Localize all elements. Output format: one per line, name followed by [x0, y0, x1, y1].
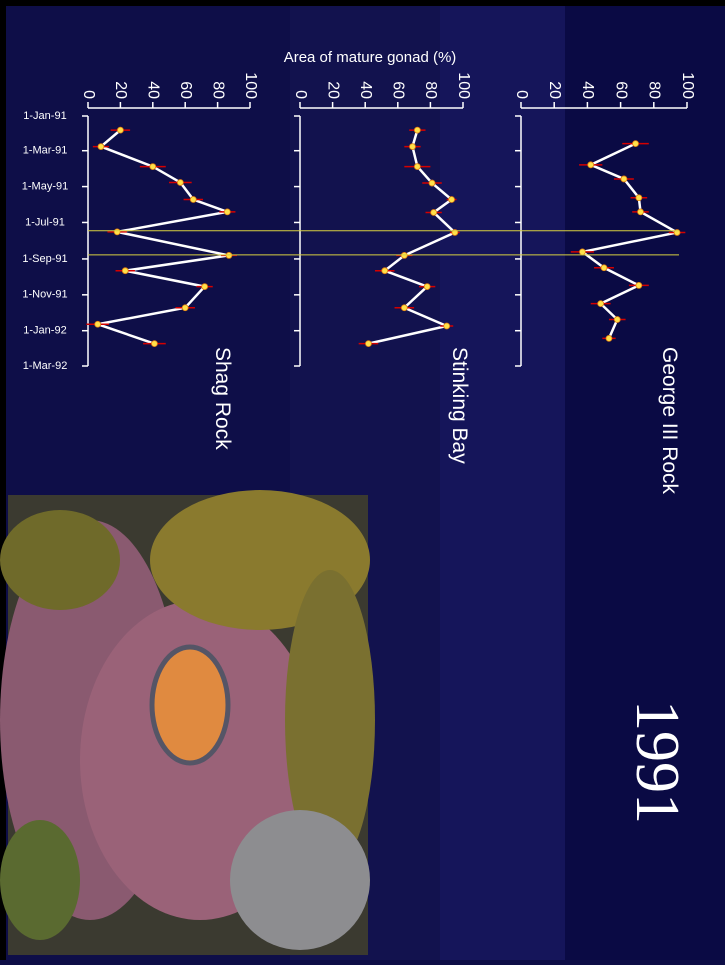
- data-point: [605, 334, 613, 342]
- data-point: [400, 252, 408, 259]
- x-tick-label: 1-Jan-91: [23, 110, 66, 122]
- y-tick-label: 20: [112, 81, 129, 99]
- data-point: [223, 208, 231, 216]
- slide-title: 1991: [623, 700, 691, 824]
- photo-shape: [0, 510, 120, 610]
- y-tick-label: 80: [646, 81, 663, 99]
- data-point: [97, 143, 105, 150]
- axis-label: Area of mature gonad (%): [284, 49, 457, 66]
- y-tick-label: 0: [292, 90, 309, 99]
- data-point: [225, 252, 233, 259]
- rotated-slide: 1991 George III Rock 0 20 40 60 80 100 Stinking…: [80, 72, 696, 824]
- y-tick-label: 100: [679, 72, 696, 99]
- data-point: [149, 163, 157, 170]
- y-tick-label: 60: [612, 81, 629, 99]
- data-point: [201, 283, 209, 290]
- x-tick-label: 1-May-91: [22, 180, 68, 192]
- data-point: [579, 248, 586, 256]
- data-point: [189, 196, 197, 203]
- y-tick-label: 40: [145, 81, 162, 99]
- data-point: [632, 140, 639, 148]
- border: [0, 0, 725, 6]
- y-tick-label: 60: [390, 81, 407, 99]
- data-point: [121, 267, 129, 275]
- photo: [0, 490, 375, 955]
- data-point: [635, 194, 643, 202]
- data-point: [113, 228, 121, 236]
- background-band: [440, 0, 565, 960]
- data-point: [430, 209, 438, 216]
- data-point: [381, 267, 389, 275]
- data-point: [423, 283, 431, 290]
- y-tick-label: 20: [324, 81, 341, 99]
- data-point: [613, 316, 621, 323]
- border: [0, 0, 6, 960]
- data-line: [579, 142, 681, 339]
- data-point: [176, 179, 184, 186]
- data-point: [413, 163, 421, 170]
- y-tick-label: 100: [242, 72, 259, 99]
- x-tick-label: 1-Sep-91: [22, 253, 67, 265]
- data-point: [597, 300, 605, 308]
- data-point: [400, 304, 408, 312]
- background-band: [565, 0, 725, 960]
- photo-shape: [230, 810, 370, 950]
- data-point: [587, 161, 595, 169]
- screen-layer: 1-Jan-91 1-Mar-91 1-May-91 1-Jul-91 1-Sep-91…: [22, 110, 68, 372]
- data-point: [151, 340, 158, 348]
- y-tick-label: 40: [357, 81, 374, 99]
- y-tick-label: 40: [579, 81, 596, 99]
- panel-title: George III Rock: [658, 347, 681, 495]
- x-tick-label: 1-Mar-92: [23, 360, 68, 372]
- data-point: [635, 282, 643, 289]
- y-tick-label: 60: [177, 81, 194, 99]
- data-point: [181, 304, 189, 312]
- data-point: [620, 175, 628, 183]
- data-point: [428, 179, 436, 187]
- panel-title: Stinking Bay: [448, 347, 471, 464]
- photo-shape: [285, 570, 375, 870]
- x-tick-label: 1-Nov-91: [22, 289, 67, 301]
- x-tick-label: 1-Jul-91: [25, 216, 65, 228]
- data-point: [409, 143, 416, 150]
- x-tick-label: 1-Mar-91: [23, 145, 68, 157]
- y-tick-label: 0: [513, 90, 530, 99]
- photo-shape: [149, 644, 231, 766]
- data-point: [600, 264, 608, 272]
- data-point: [448, 196, 455, 203]
- data-point: [637, 208, 644, 216]
- y-tick-label: 100: [455, 72, 472, 99]
- data-point: [443, 322, 451, 330]
- photo-shape: [0, 820, 80, 940]
- data-point: [94, 320, 102, 328]
- y-tick-label: 80: [209, 81, 226, 99]
- data-point: [413, 126, 421, 134]
- data-point: [365, 340, 372, 348]
- data-point: [117, 126, 124, 134]
- y-tick-label: 80: [422, 81, 439, 99]
- y-tick-label: 20: [546, 81, 563, 99]
- y-tick-label: 0: [80, 90, 97, 99]
- panel-title: Shag Rock: [211, 347, 234, 450]
- x-tick-label: 1-Jan-92: [23, 325, 66, 337]
